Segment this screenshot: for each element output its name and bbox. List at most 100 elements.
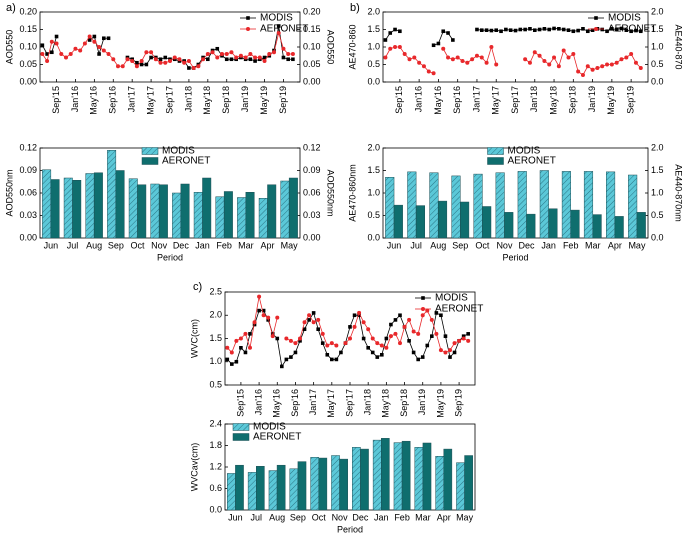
marker	[397, 45, 402, 49]
marker	[366, 327, 371, 332]
x-tick-label: Apr	[608, 240, 622, 250]
marker	[566, 28, 571, 32]
marker	[238, 53, 243, 58]
marker	[366, 346, 370, 350]
marker	[556, 64, 561, 69]
marker	[425, 308, 430, 313]
marker	[489, 28, 494, 33]
marker	[270, 332, 275, 336]
marker	[448, 348, 452, 353]
x-tick-label: Sep'18	[568, 86, 578, 114]
marker	[446, 55, 451, 60]
marker	[547, 27, 552, 32]
marker	[320, 341, 325, 345]
bar	[267, 184, 277, 239]
marker	[527, 60, 532, 65]
bar	[495, 172, 505, 239]
y-tick-label: 0.5	[367, 210, 380, 220]
bar	[352, 447, 361, 511]
bar	[158, 184, 168, 239]
y-tick-label: 0.0	[209, 504, 222, 514]
marker	[343, 341, 348, 346]
x-tick-label: Sep'19	[626, 86, 636, 114]
marker	[484, 28, 489, 32]
bar	[548, 208, 558, 239]
legend-label: MODIS	[260, 13, 293, 24]
x-tick-label: Jul	[250, 512, 262, 522]
x-tick-label: Sep'17	[344, 389, 354, 417]
bar	[93, 172, 103, 239]
marker	[87, 38, 92, 42]
marker	[82, 41, 87, 46]
bar	[614, 216, 624, 239]
bar	[247, 472, 257, 511]
bar	[339, 458, 348, 511]
y-axis-label: AOD550	[4, 30, 14, 65]
x-tick-label: Sep	[452, 240, 468, 250]
marker	[163, 55, 168, 60]
marker	[494, 62, 499, 67]
marker	[629, 52, 634, 56]
x-tick-label: Jan'16	[253, 389, 263, 415]
marker	[253, 55, 258, 60]
y2-tick-label: 0.0	[651, 76, 664, 86]
y2-tick-label: 1.0	[651, 41, 664, 51]
y2-tick-label: 0.05	[303, 59, 321, 69]
x-tick-label: Sep'17	[510, 86, 520, 114]
marker	[205, 52, 210, 56]
legend-marker	[246, 27, 250, 31]
y-tick-label: 1.0	[367, 187, 380, 197]
bar	[437, 200, 448, 239]
bar	[393, 442, 403, 511]
marker	[144, 62, 149, 67]
marker	[68, 52, 73, 56]
marker	[116, 64, 120, 69]
marker	[380, 352, 384, 357]
bar	[276, 464, 286, 511]
bar	[636, 212, 646, 239]
x-tick-label: Nov	[332, 512, 349, 522]
marker	[389, 322, 393, 327]
marker	[348, 325, 352, 329]
y-tick-label: 2.0	[367, 142, 380, 152]
marker	[590, 28, 595, 32]
x-tick-label: Sep	[290, 512, 306, 522]
y2-tick-label: 0.5	[651, 210, 664, 220]
y2-axis-label: AOD550	[326, 30, 336, 65]
marker	[429, 317, 434, 322]
marker	[229, 350, 234, 355]
marker	[407, 317, 412, 322]
marker	[407, 339, 411, 343]
bar	[193, 192, 203, 239]
x-tick-label: Jan'17	[127, 86, 137, 112]
marker	[430, 334, 434, 338]
marker	[614, 60, 619, 65]
y-tick-label: 0.6	[209, 483, 222, 493]
marker	[139, 62, 144, 67]
marker	[528, 27, 532, 31]
marker	[40, 52, 45, 56]
y2-axis-label: AOD550nm	[326, 169, 336, 216]
marker	[375, 341, 380, 346]
legend-swatch	[232, 423, 250, 431]
x-tick-label: Mar	[415, 512, 431, 522]
marker	[416, 331, 421, 336]
marker	[276, 24, 281, 28]
legend-marker	[246, 16, 250, 20]
marker	[225, 357, 230, 362]
marker	[352, 313, 357, 318]
marker	[479, 55, 484, 60]
marker	[398, 341, 402, 346]
marker	[320, 331, 325, 336]
marker	[475, 27, 479, 32]
bar	[393, 204, 403, 239]
y-tick-label: 0.5	[209, 379, 222, 389]
marker	[455, 55, 460, 60]
y-tick-label: 0.0	[367, 232, 380, 242]
marker	[576, 28, 580, 33]
marker	[191, 66, 196, 70]
marker	[286, 52, 291, 56]
y-tick-label: 1.5	[367, 165, 380, 175]
x-tick-label: May	[628, 240, 646, 250]
marker	[172, 55, 177, 60]
